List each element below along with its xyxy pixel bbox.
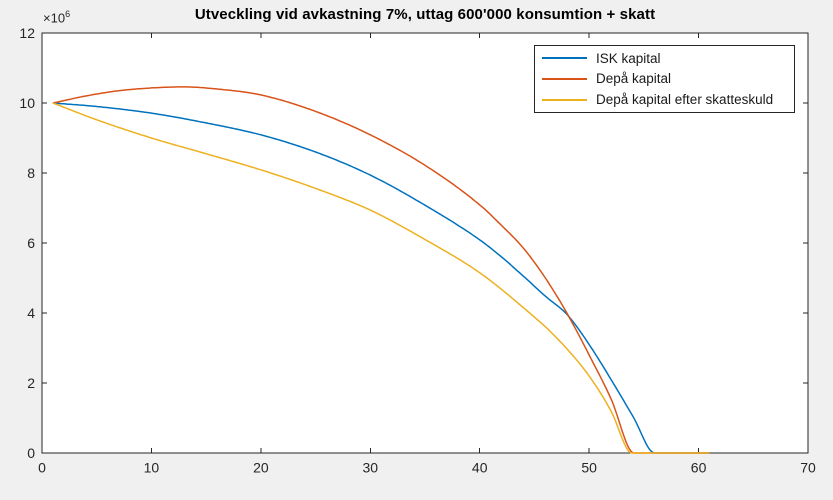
x-tick-label: 0 — [38, 459, 46, 475]
x-tick-label: 70 — [800, 459, 816, 475]
x-tick-label: 30 — [362, 459, 378, 475]
series-line-isk-kapital — [52, 102, 710, 454]
legend-item-label: ISK kapital — [596, 50, 661, 66]
legend-item-label: Depå kapital efter skatteskuld — [596, 92, 774, 108]
legend-item: Depå kapital — [535, 71, 794, 86]
y-axis-exponent-base: ×10 — [43, 10, 66, 26]
x-tick-label: 40 — [472, 459, 488, 475]
y-axis-exponent: ×106 — [43, 9, 70, 25]
x-tick-label: 20 — [253, 459, 269, 475]
x-tick-label: 60 — [691, 459, 707, 475]
y-axis-exponent-power: 6 — [65, 9, 71, 19]
legend-item-label: Depå kapital — [596, 71, 672, 87]
x-tick-label: 50 — [581, 459, 597, 475]
chart-title: Utveckling vid avkastning 7%, uttag 600'… — [194, 6, 656, 23]
legend-item: ISK kapital — [535, 51, 794, 66]
legend-line-sample — [542, 77, 587, 80]
y-tick-label: 12 — [19, 25, 35, 41]
series-line-dep-kapital-efter-skatteskuld — [52, 102, 710, 454]
x-tick-label: 10 — [144, 459, 160, 475]
legend: ISK kapital Depå kapital Depå kapital ef… — [534, 45, 795, 113]
y-tick-label: 8 — [27, 165, 35, 181]
y-tick-label: 10 — [19, 95, 35, 111]
y-tick-label: 2 — [27, 375, 35, 391]
series-line-dep-kapital — [52, 86, 710, 454]
y-tick-label: 6 — [27, 235, 35, 251]
y-tick-label: 4 — [27, 305, 35, 321]
legend-line-sample — [542, 57, 587, 60]
legend-line-sample — [542, 98, 587, 101]
y-tick-label: 0 — [27, 445, 35, 461]
legend-item: Depå kapital efter skatteskuld — [535, 92, 794, 107]
